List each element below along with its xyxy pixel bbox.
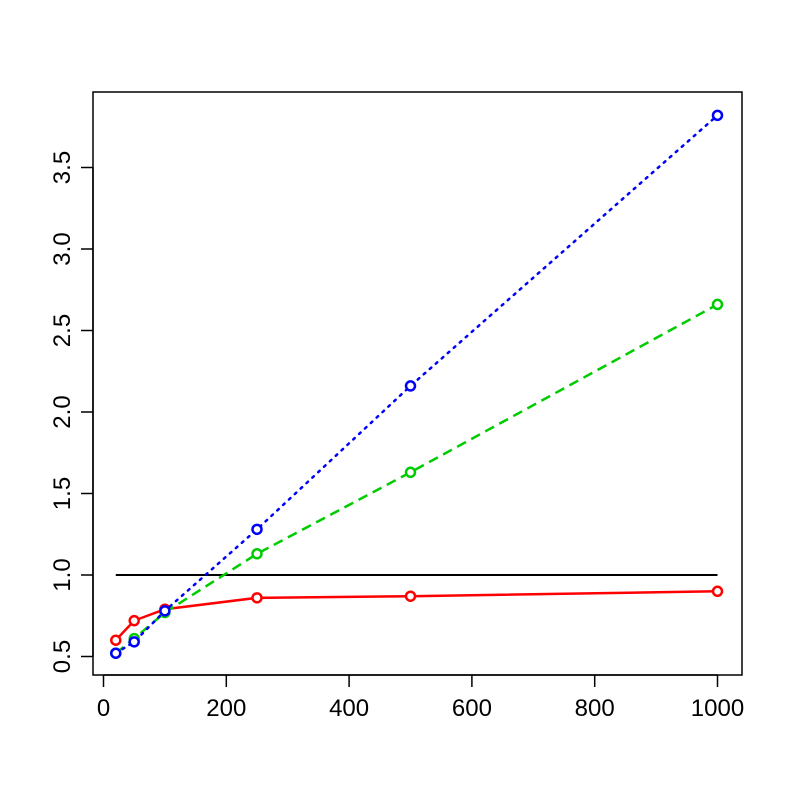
x-tick-label: 600 <box>452 695 492 722</box>
series-1 <box>110 585 724 646</box>
x-tick-label: 400 <box>329 695 369 722</box>
series-3 <box>110 109 724 659</box>
series-line <box>114 114 719 655</box>
data-point <box>159 605 171 617</box>
data-point <box>404 466 417 479</box>
y-tick-label: 2.0 <box>49 395 76 428</box>
data-point <box>711 298 724 311</box>
y-tick-label: 1.5 <box>49 477 76 510</box>
y-tick-label: 1.0 <box>49 558 76 591</box>
y-tick-label: 2.5 <box>49 314 76 347</box>
data-point <box>110 634 122 646</box>
data-point <box>251 592 263 604</box>
x-tick-label: 200 <box>206 695 246 722</box>
x-tick-label: 800 <box>575 695 615 722</box>
data-point <box>711 109 724 122</box>
x-axis: 0 200 400 600 800 1000 <box>97 674 744 722</box>
y-axis: 0.5 1.0 1.5 2.0 2.5 3.0 3.5 <box>49 151 94 673</box>
y-tick-label: 0.5 <box>49 640 76 673</box>
data-point <box>110 647 122 659</box>
data-point <box>251 548 263 560</box>
data-point <box>128 636 140 648</box>
x-tick-label: 1000 <box>691 695 744 722</box>
data-point <box>711 585 724 598</box>
y-tick-label: 3.0 <box>49 232 76 265</box>
data-point <box>128 614 140 627</box>
series-layer <box>110 109 724 659</box>
x-tick-label: 0 <box>97 695 110 722</box>
data-point <box>251 523 263 536</box>
series-line <box>114 590 718 642</box>
data-point <box>404 380 417 392</box>
data-point <box>404 590 417 602</box>
y-tick-label: 3.5 <box>49 151 76 184</box>
series-line <box>115 303 719 655</box>
plot-frame <box>92 91 743 676</box>
